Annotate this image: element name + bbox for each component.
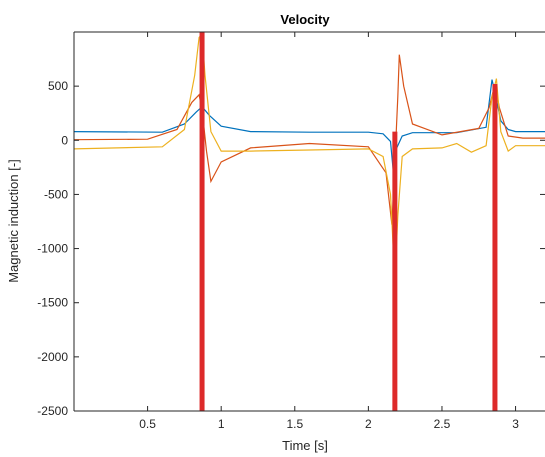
y-tick-label: -2000 <box>37 350 68 364</box>
y-tick-label: 500 <box>48 79 68 93</box>
y-tick-label: -1000 <box>37 242 68 256</box>
plot-area <box>74 32 545 411</box>
y-tick-label: -1500 <box>37 296 68 310</box>
x-tick-label: 3 <box>512 417 519 431</box>
y-axis-label: Magnetic induction [-] <box>6 159 21 283</box>
y-tick-label: -500 <box>44 187 68 201</box>
x-axis-label: Time [s] <box>282 438 328 453</box>
marker-layer <box>199 32 498 411</box>
x-tick-label: 2 <box>365 417 372 431</box>
x-tick-label: 1.5 <box>286 417 303 431</box>
x-tick-label: 0.5 <box>139 417 156 431</box>
y-tick-label: -2500 <box>37 404 68 418</box>
x-tick-label: 1 <box>218 417 225 431</box>
plot-background <box>74 32 545 411</box>
x-tick-label: 2.5 <box>434 417 451 431</box>
axes-layer: 0.5 1 1.5 2 2.5 3 -2500 -2000 -1500 -1000 -500 0 500 <box>37 31 545 431</box>
chart-title: Velocity <box>280 12 330 27</box>
y-tick-label: 0 <box>61 133 68 147</box>
